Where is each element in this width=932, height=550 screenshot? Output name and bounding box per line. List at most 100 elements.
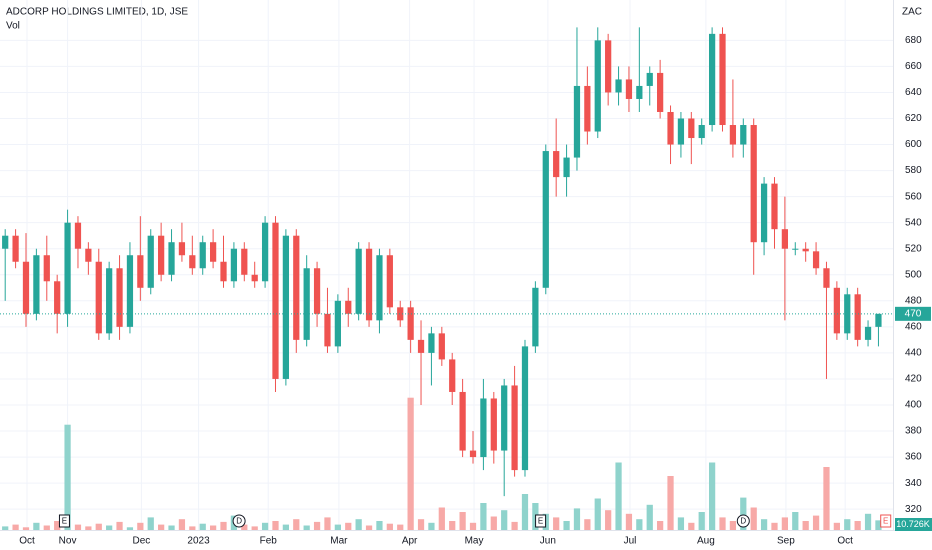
candle-body — [438, 333, 445, 360]
volume-bar — [657, 521, 664, 530]
y-tick-label: 600 — [905, 139, 922, 150]
volume-bar — [625, 513, 633, 530]
candle-body — [345, 300, 352, 314]
volume-bar — [126, 527, 134, 530]
volume-bar — [85, 526, 92, 530]
candle-body — [209, 242, 217, 262]
volume-bar — [615, 462, 622, 530]
volume-bar — [781, 517, 789, 530]
y-tick-label: 320 — [905, 504, 922, 515]
volume-bar — [251, 526, 258, 530]
volume-bar — [449, 521, 456, 530]
volume-bar — [324, 517, 331, 530]
candle-body — [480, 398, 487, 458]
y-tick-label: 540 — [905, 217, 922, 228]
candle-body — [106, 268, 113, 334]
volume-bar — [521, 494, 529, 530]
candle-body — [729, 125, 737, 145]
event-label: E — [883, 517, 888, 526]
volume-bar — [241, 524, 248, 530]
volume-bar — [823, 467, 830, 530]
y-tick-label: 620 — [905, 113, 922, 124]
y-tick-label: 420 — [905, 374, 922, 385]
candle-body — [802, 248, 809, 252]
candle-body — [386, 255, 393, 308]
candle-body — [376, 255, 383, 321]
volume-bar — [584, 519, 591, 530]
event-marker — [232, 514, 246, 528]
candle-body — [542, 151, 549, 288]
x-tick-label: Dec — [132, 536, 150, 547]
candle-body — [594, 40, 601, 132]
candle-body — [199, 242, 206, 269]
candle-body — [43, 255, 50, 282]
y-tick-label: 440 — [905, 348, 922, 359]
y-tick-label: 400 — [905, 400, 922, 411]
candle-body — [584, 85, 591, 132]
candle-body — [230, 248, 238, 282]
y-tick-label: 580 — [905, 165, 922, 176]
candle-body — [750, 125, 757, 243]
candle-body — [792, 248, 799, 250]
volume-bar — [261, 522, 269, 530]
volume-bar — [708, 462, 716, 530]
candle-body — [573, 85, 581, 158]
candle-body — [2, 235, 9, 249]
volume-bar — [376, 521, 383, 530]
volume-title: Vol — [6, 21, 20, 32]
candle-body — [677, 118, 685, 145]
volume-bar — [469, 522, 477, 530]
candle-body — [293, 235, 300, 340]
volume-bar — [854, 521, 861, 530]
candle-body — [667, 111, 674, 145]
y-tick-label: 500 — [905, 269, 922, 280]
candle-body — [147, 235, 154, 288]
volume-bar — [760, 519, 768, 530]
candle-body — [126, 255, 134, 327]
volume-bar — [833, 522, 840, 530]
candle-body — [22, 261, 30, 314]
candle-body — [625, 79, 633, 99]
candle-body — [324, 313, 331, 347]
candle-body — [532, 287, 539, 347]
x-tick-label: Sep — [777, 536, 795, 547]
event-label: E — [538, 517, 543, 526]
candle-body — [646, 72, 653, 86]
volume-bar — [22, 527, 30, 530]
candle-body — [365, 248, 373, 321]
candle-body — [657, 72, 664, 112]
volume-bar — [168, 525, 175, 530]
volume-bar — [54, 521, 61, 530]
candle-body — [469, 450, 477, 458]
candle-body — [313, 268, 321, 314]
candle-body — [33, 255, 40, 314]
volume-bar — [688, 522, 695, 530]
candle-body — [417, 339, 425, 353]
volume-bar — [64, 424, 71, 530]
candle-body — [407, 307, 414, 340]
x-tick-label: Nov — [59, 536, 77, 547]
candle-body — [355, 248, 362, 314]
x-tick-label: Apr — [402, 536, 418, 547]
candle-body — [563, 157, 570, 178]
volume-bar — [812, 515, 820, 530]
candle-body — [521, 346, 529, 471]
x-tick-label: Aug — [697, 536, 715, 547]
volume-bar — [573, 508, 581, 530]
last-price-box — [895, 306, 931, 321]
candle-body — [116, 268, 123, 327]
volume-bar — [137, 522, 144, 530]
candle-body — [719, 33, 726, 126]
volume-bar — [719, 517, 726, 530]
y-tick-label: 380 — [905, 426, 922, 437]
volume-bar — [386, 523, 393, 530]
candle-body — [220, 261, 227, 282]
volume-bar — [272, 521, 279, 530]
candle-body — [449, 359, 456, 392]
candle-body — [511, 385, 518, 471]
volume-bar — [459, 512, 466, 530]
candle-body — [490, 398, 497, 451]
volume-bar — [646, 504, 653, 530]
y-tick-label: 680 — [905, 35, 922, 46]
volume-bar — [792, 512, 799, 530]
